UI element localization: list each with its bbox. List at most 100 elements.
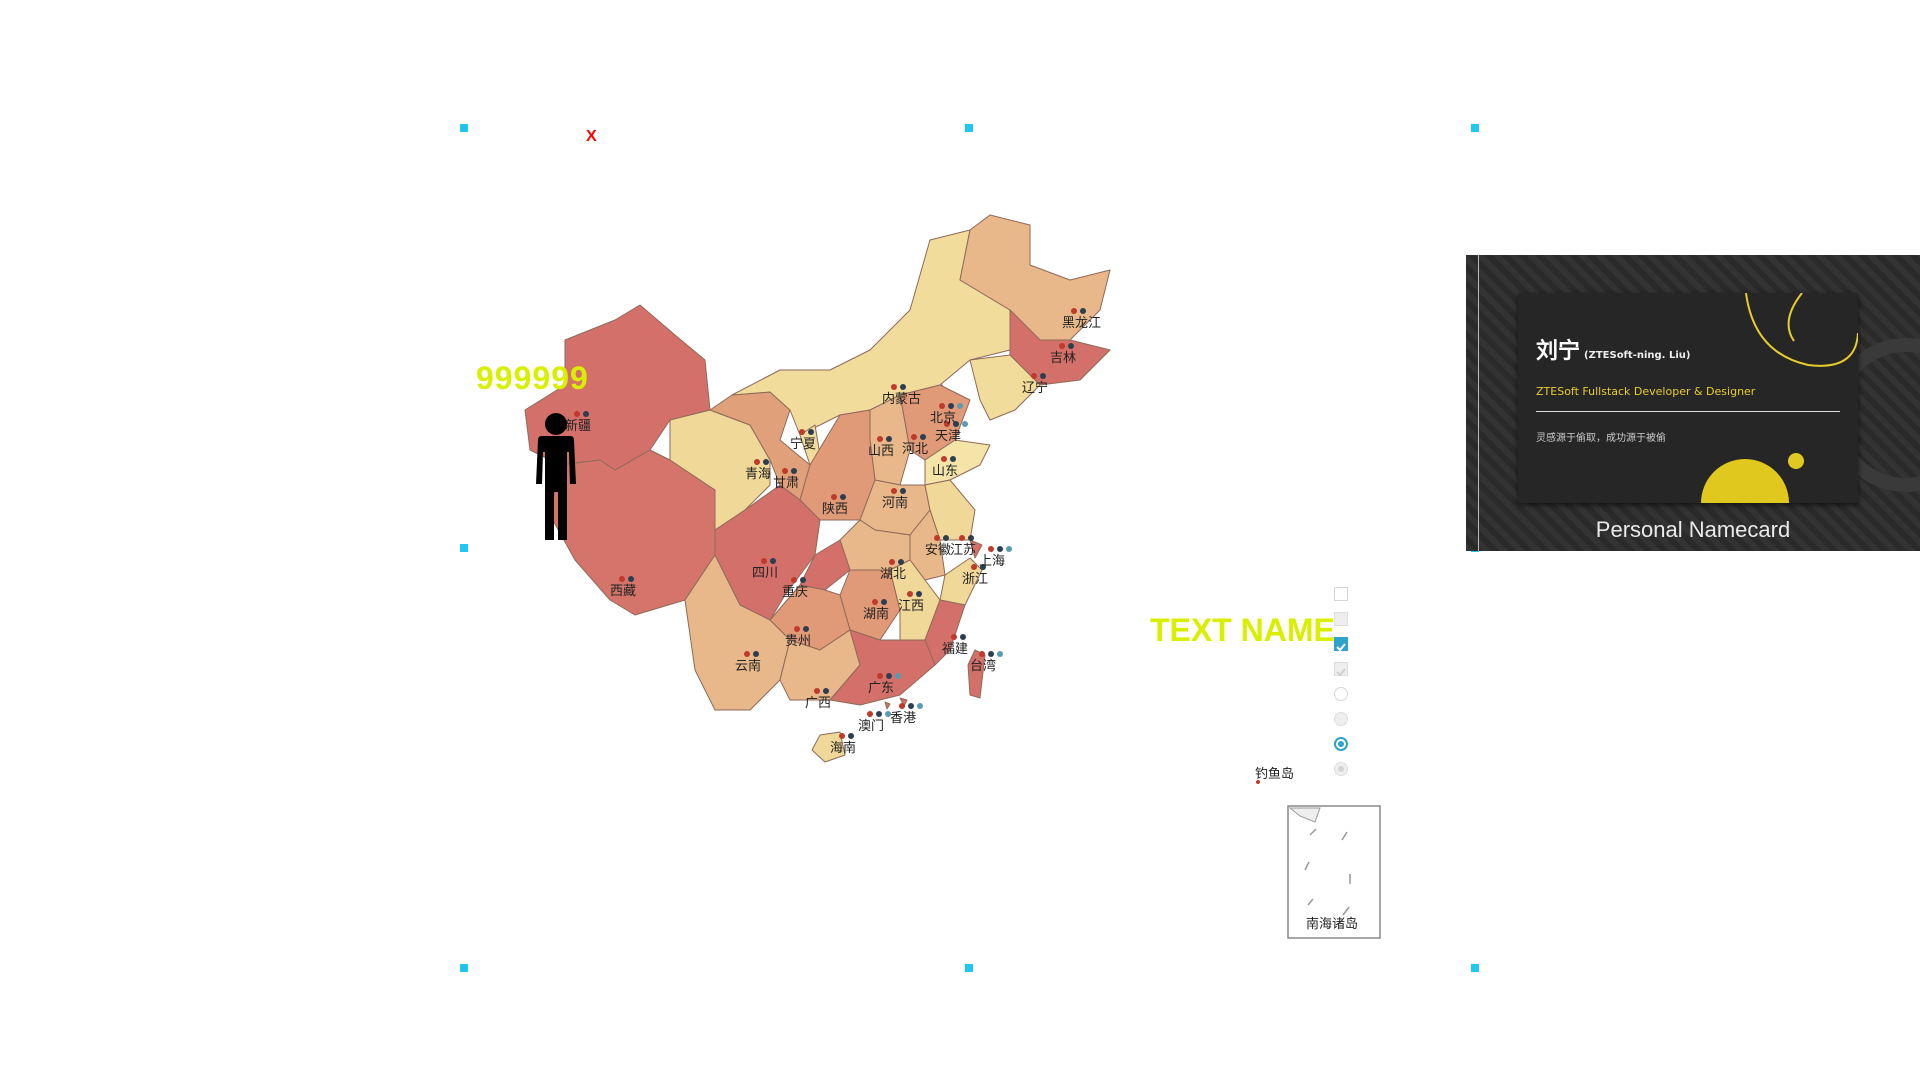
checkbox-checked[interactable] bbox=[1334, 637, 1348, 652]
marker-beijing-1[interactable] bbox=[948, 403, 954, 409]
nanhai-inset[interactable]: 南海诸岛 bbox=[1287, 805, 1381, 939]
marker-zhejiang-1[interactable] bbox=[980, 564, 986, 570]
marker-fujian-0[interactable] bbox=[951, 634, 957, 640]
marker-xianggang-1[interactable] bbox=[908, 703, 914, 709]
marker-qinghai-0[interactable] bbox=[754, 459, 760, 465]
marker-tianjin-2[interactable] bbox=[962, 421, 968, 427]
province-label-zhejiang: 浙江 bbox=[962, 572, 988, 587]
marker-xianggang-2[interactable] bbox=[917, 703, 923, 709]
marker-aomen-1[interactable] bbox=[876, 711, 882, 717]
marker-shandong-0[interactable] bbox=[941, 456, 947, 462]
marker-shaanxi-1[interactable] bbox=[840, 494, 846, 500]
marker-guangdong-0[interactable] bbox=[877, 673, 883, 679]
marker-sichuan-1[interactable] bbox=[770, 558, 776, 564]
marker-shanghai-1[interactable] bbox=[997, 546, 1003, 552]
marker-aomen-0[interactable] bbox=[867, 711, 873, 717]
marker-shanxi-1[interactable] bbox=[886, 436, 892, 442]
marker-shaanxi-0[interactable] bbox=[831, 494, 837, 500]
marker-jiangxi-1[interactable] bbox=[916, 591, 922, 597]
marker-hubei-0[interactable] bbox=[889, 559, 895, 565]
marker-xizang-1[interactable] bbox=[628, 576, 634, 582]
marker-gansu-0[interactable] bbox=[782, 468, 788, 474]
radio-unchecked[interactable] bbox=[1334, 687, 1348, 701]
marker-ningxia-1[interactable] bbox=[808, 429, 814, 435]
marker-neimenggu-1[interactable] bbox=[900, 384, 906, 390]
marker-henan-1[interactable] bbox=[900, 488, 906, 494]
marker-hainan-1[interactable] bbox=[848, 733, 854, 739]
checkbox-unchecked[interactable] bbox=[1334, 587, 1348, 601]
marker-beijing-2[interactable] bbox=[957, 403, 963, 409]
marker-guangxi-0[interactable] bbox=[814, 688, 820, 694]
province-zhejiang[interactable] bbox=[939, 557, 983, 606]
namecard-widget[interactable]: 刘宁 (ZTESoft-ning. Liu) ZTESoft Fullstack … bbox=[1466, 255, 1920, 551]
marker-shanxi-0[interactable] bbox=[877, 436, 883, 442]
resize-handle-top-center[interactable] bbox=[965, 124, 973, 132]
marker-anhui-1[interactable] bbox=[943, 535, 949, 541]
province-aomen[interactable] bbox=[884, 701, 891, 710]
marker-heilongjiang-0[interactable] bbox=[1071, 308, 1077, 314]
marker-jilin-1[interactable] bbox=[1068, 343, 1074, 349]
marker-jiangsu-0[interactable] bbox=[959, 535, 965, 541]
marker-shanghai-0[interactable] bbox=[988, 546, 994, 552]
marker-guizhou-0[interactable] bbox=[794, 626, 800, 632]
marker-taiwan-2[interactable] bbox=[997, 651, 1003, 657]
marker-yunnan-1[interactable] bbox=[753, 651, 759, 657]
marker-hubei-1[interactable] bbox=[898, 559, 904, 565]
marker-tianjin-1[interactable] bbox=[953, 421, 959, 427]
province-guangdong[interactable] bbox=[829, 629, 936, 706]
marker-fujian-1[interactable] bbox=[960, 634, 966, 640]
marker-xinjiang-0[interactable] bbox=[574, 411, 580, 417]
marker-heilongjiang-1[interactable] bbox=[1080, 308, 1086, 314]
resize-handle-bottom-left[interactable] bbox=[460, 964, 468, 972]
province-xianggang[interactable] bbox=[899, 697, 908, 707]
province-taiwan[interactable] bbox=[967, 649, 986, 699]
resize-handle-top-left[interactable] bbox=[460, 124, 468, 132]
province-label-jiangsu: 江苏 bbox=[950, 542, 976, 558]
marker-guangdong-1[interactable] bbox=[886, 673, 892, 679]
marker-chongqing-1[interactable] bbox=[800, 577, 806, 583]
marker-hebei-1[interactable] bbox=[920, 434, 926, 440]
marker-guizhou-1[interactable] bbox=[803, 626, 809, 632]
marker-xianggang-0[interactable] bbox=[899, 703, 905, 709]
resize-handle-bottom-right[interactable] bbox=[1471, 964, 1479, 972]
marker-xinjiang-1[interactable] bbox=[583, 411, 589, 417]
marker-hunan-1[interactable] bbox=[881, 599, 887, 605]
radio-checked[interactable] bbox=[1334, 737, 1348, 751]
province-hainan[interactable] bbox=[811, 731, 846, 763]
marker-sichuan-0[interactable] bbox=[761, 558, 767, 564]
marker-xizang-0[interactable] bbox=[619, 576, 625, 582]
marker-taiwan-0[interactable] bbox=[979, 651, 985, 657]
resize-handle-top-right[interactable] bbox=[1471, 124, 1479, 132]
marker-liaoning-0[interactable] bbox=[1031, 373, 1037, 379]
marker-shanghai-2[interactable] bbox=[1006, 546, 1012, 552]
marker-hunan-0[interactable] bbox=[872, 599, 878, 605]
marker-qinghai-1[interactable] bbox=[763, 459, 769, 465]
marker-jilin-0[interactable] bbox=[1059, 343, 1065, 349]
text-name-widget[interactable]: TEXT NAME bbox=[1150, 612, 1335, 648]
marker-tianjin-0[interactable] bbox=[944, 421, 950, 427]
resize-handle-bottom-center[interactable] bbox=[965, 964, 973, 972]
marker-guangdong-2[interactable] bbox=[895, 673, 901, 679]
marker-jiangxi-0[interactable] bbox=[907, 591, 913, 597]
marker-taiwan-1[interactable] bbox=[988, 651, 994, 657]
marker-gansu-1[interactable] bbox=[791, 468, 797, 474]
marker-chongqing-0[interactable] bbox=[791, 577, 797, 583]
marker-jiangsu-1[interactable] bbox=[968, 535, 974, 541]
marker-shandong-1[interactable] bbox=[950, 456, 956, 462]
marker-anhui-0[interactable] bbox=[934, 535, 940, 541]
marker-hainan-0[interactable] bbox=[839, 733, 845, 739]
province-shanghai[interactable] bbox=[969, 539, 983, 559]
marker-beijing-0[interactable] bbox=[939, 403, 945, 409]
marker-ningxia-0[interactable] bbox=[799, 429, 805, 435]
close-icon[interactable]: X bbox=[586, 128, 597, 145]
marker-guangxi-1[interactable] bbox=[823, 688, 829, 694]
marker-hebei-0[interactable] bbox=[911, 434, 917, 440]
marker-aomen-2[interactable] bbox=[885, 711, 891, 717]
marker-henan-0[interactable] bbox=[891, 488, 897, 494]
marker-yunnan-0[interactable] bbox=[744, 651, 750, 657]
province-liaoning[interactable] bbox=[969, 354, 1041, 421]
marker-neimenggu-0[interactable] bbox=[891, 384, 897, 390]
marker-liaoning-1[interactable] bbox=[1040, 373, 1046, 379]
resize-handle-middle-left[interactable] bbox=[460, 544, 468, 552]
marker-zhejiang-0[interactable] bbox=[971, 564, 977, 570]
